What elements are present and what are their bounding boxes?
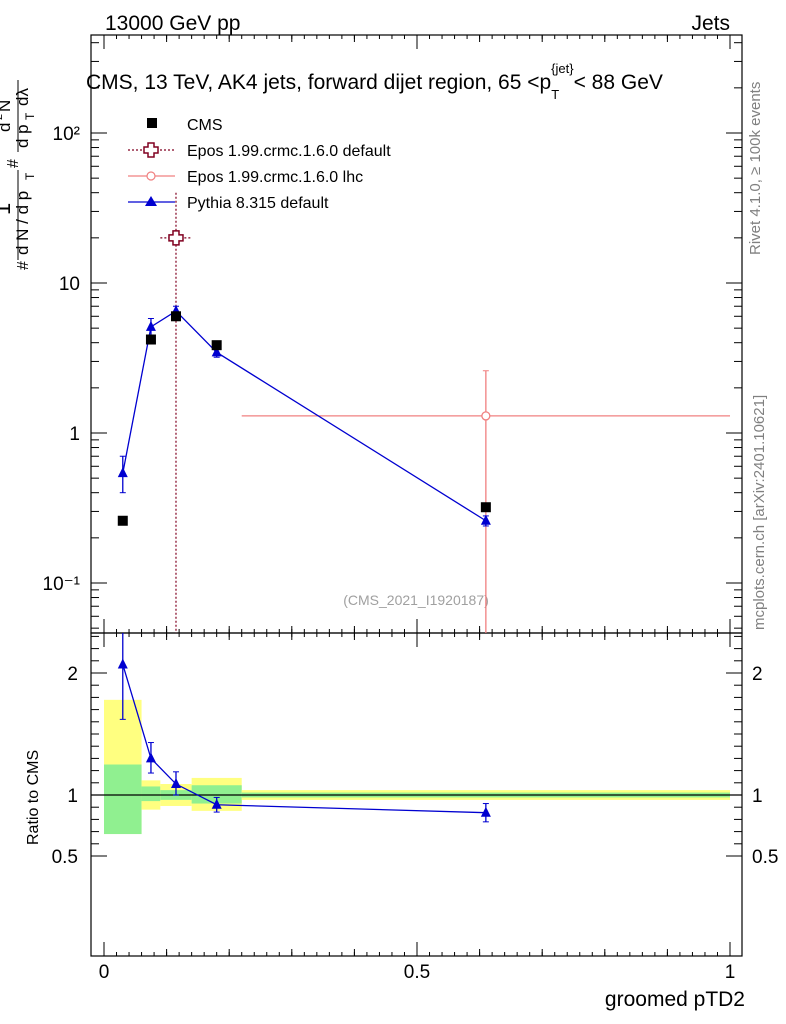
ratio-pythia-point: [211, 798, 222, 809]
ratio-pythia-point: [117, 658, 128, 669]
svg-text:#: #: [15, 261, 32, 270]
svg-text:#: #: [5, 159, 22, 168]
ratio-tick-label-right: 1: [752, 786, 763, 807]
analysis-tag: (CMS_2021_I1920187): [343, 592, 489, 608]
ratio-tick-label-left: 2: [67, 664, 78, 685]
legend-marker-cms: [147, 118, 157, 128]
y-axis-label: # d N / d p T 1 # d p T dλ d 2 N: [0, 80, 37, 270]
svg-text:T: T: [23, 112, 37, 120]
svg-text:d p: d p: [13, 124, 32, 148]
ratio-band-inner: [141, 786, 161, 802]
epos-default-point: [168, 230, 184, 246]
cms-point: [480, 502, 491, 513]
header-energy: 13000 GeV pp: [105, 12, 240, 35]
data-marks: [117, 192, 730, 633]
svg-text:1: 1: [0, 203, 15, 215]
svg-text:2: 2: [0, 114, 5, 120]
cms-point: [145, 334, 156, 345]
header-process: Jets: [691, 12, 730, 35]
ratio-pythia-point: [480, 806, 491, 817]
svg-text:T: T: [23, 172, 37, 180]
pythia-point: [117, 467, 128, 478]
legend: CMS Epos 1.99.crmc.1.6.0 default Epos 1.…: [128, 117, 391, 212]
ratio-marks: [117, 633, 491, 823]
x-tick-label: 0: [99, 962, 110, 983]
ratio-tick-label-left: 0.5: [52, 847, 78, 868]
cms-point: [170, 311, 181, 322]
y-tick-label: 10²: [53, 124, 80, 145]
mcplots-label: mcplots.cern.ch [arXiv:2401.10621]: [751, 395, 768, 630]
x-tick-label: 0.5: [404, 962, 430, 983]
svg-text:d N / d p: d N / d p: [13, 191, 32, 255]
svg-text:N: N: [0, 100, 14, 112]
ratio-tick-label-right: 0.5: [752, 847, 778, 868]
ratio-band-inner: [104, 764, 142, 835]
ratio-pythia-point: [145, 752, 156, 763]
y-tick-label: 1: [69, 424, 80, 445]
pythia-point: [211, 346, 222, 357]
rivet-label: Rivet 4.1.0, ≥ 100k events: [747, 82, 764, 255]
legend-label-pythia: Pythia 8.315 default: [187, 195, 329, 212]
ratio-tick-label-right: 2: [752, 664, 763, 685]
svg-text:d: d: [0, 123, 14, 132]
epos-lhc-point: [481, 411, 491, 421]
svg-text:dλ: dλ: [13, 88, 32, 106]
ratio-tick-label-left: 1: [67, 786, 78, 807]
y-tick-label: 10: [59, 274, 80, 295]
legend-marker-epos-default: [143, 142, 159, 158]
cms-point: [117, 515, 128, 526]
legend-label-cms: CMS: [187, 117, 223, 134]
x-tick-label: 1: [725, 962, 736, 983]
axis-ticks: 0 0.5 1 10⁻¹ 1 10 10² 0.5 0.5 1 1 2 2: [43, 35, 778, 983]
pythia-point: [480, 514, 491, 525]
legend-label-epos-default: Epos 1.99.crmc.1.6.0 default: [187, 143, 391, 160]
y-tick-label: 10⁻¹: [43, 574, 81, 595]
legend-marker-epos-lhc: [146, 171, 156, 181]
pythia-point: [145, 320, 156, 331]
x-axis-label: groomed pTD2: [605, 988, 745, 1011]
legend-label-epos-lhc: Epos 1.99.crmc.1.6.0 lhc: [187, 169, 363, 186]
ratio-uncertainty-bands: [91, 699, 742, 835]
legend-marker-pythia: [145, 196, 157, 206]
ratio-pythia-point: [170, 778, 181, 789]
plot-title: CMS, 13 TeV, AK4 jets, forward dijet reg…: [86, 61, 663, 102]
cms-point: [211, 340, 222, 351]
ratio-y-axis-label: Ratio to CMS: [25, 750, 42, 845]
